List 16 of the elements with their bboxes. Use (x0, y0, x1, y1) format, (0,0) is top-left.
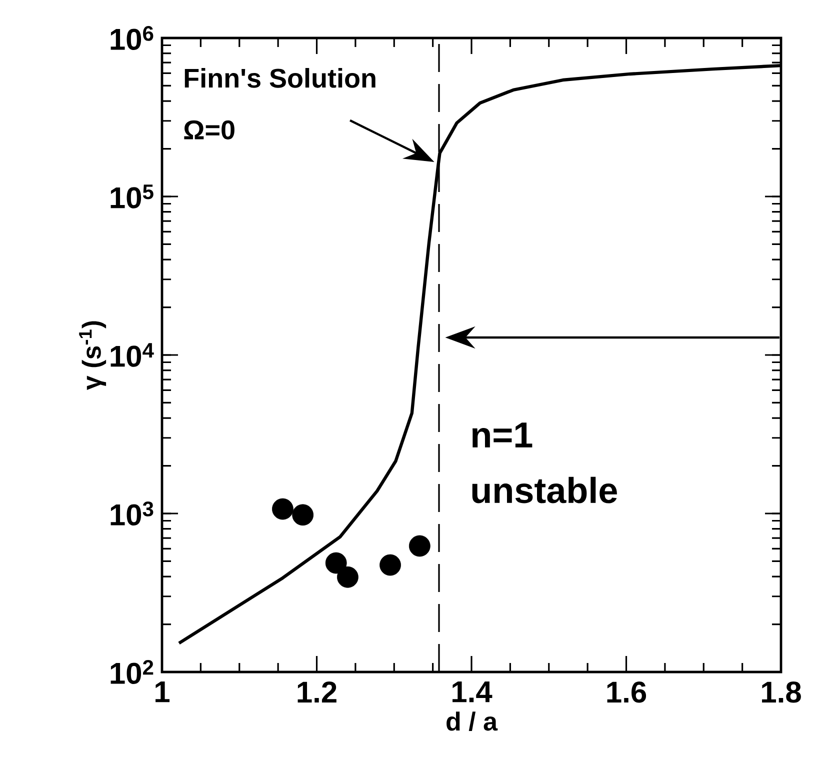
x-axis-title: d / a (446, 712, 498, 731)
y-tick-label: 10$^{2}$ (110, 660, 154, 684)
y-axis-title: γ (s$^{-1}$) (79, 321, 106, 390)
annotation: Finn's Solution (184, 68, 376, 88)
annotation: unstable (472, 476, 617, 504)
x-tick-label: 1.4 (452, 682, 492, 702)
y-tick-label: 10$^{4}$ (110, 343, 154, 367)
x-tick-label: 1.8 (762, 682, 801, 703)
y-tick-label: 10$^{5}$ (110, 184, 154, 208)
x-tick-label: 1 (156, 682, 170, 702)
x-tick-label: 1.6 (607, 682, 646, 703)
annotation: n=1 (472, 422, 532, 448)
y-tick-label: 10$^{6}$ (110, 26, 154, 50)
x-tick-label: 1.2 (298, 682, 336, 702)
annotation: Ω=0 (184, 120, 234, 140)
y-tick-label: 10$^{3}$ (110, 502, 154, 526)
